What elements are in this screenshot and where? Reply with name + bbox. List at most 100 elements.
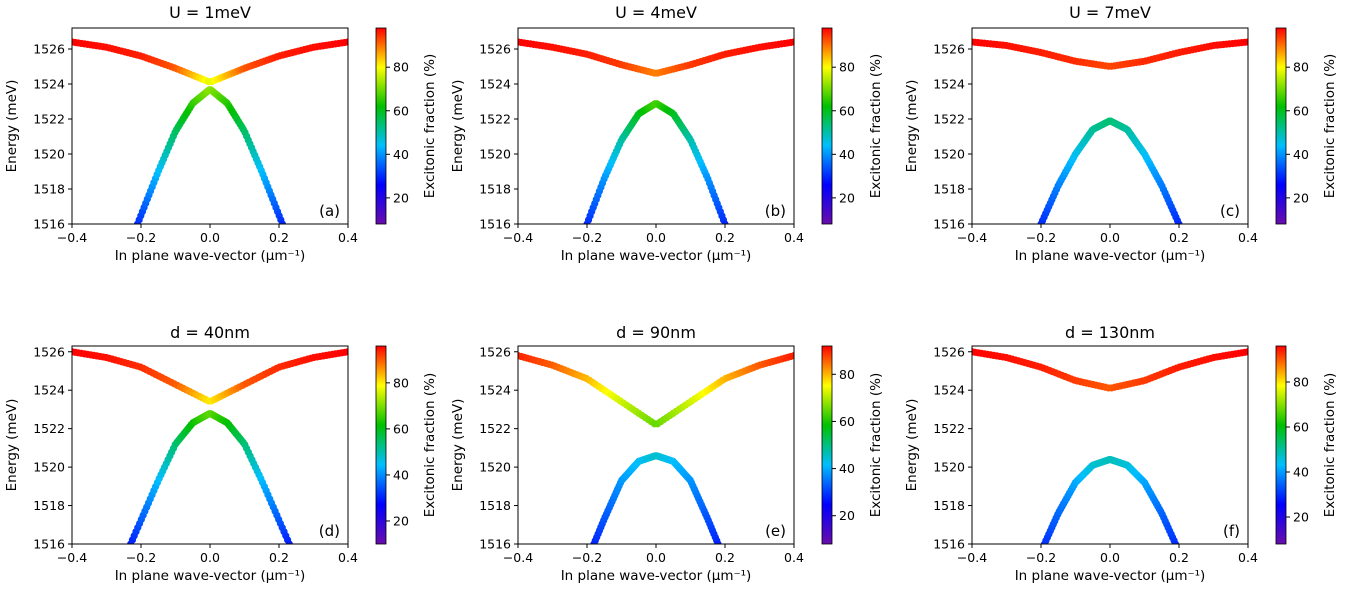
y-tick-label: 1518 — [933, 182, 965, 197]
colorbar — [375, 345, 387, 545]
y-axis-label: Energy (meV) — [904, 80, 920, 173]
x-tick-label: −0.2 — [1026, 230, 1056, 245]
x-tick-label: −0.4 — [503, 230, 533, 245]
upper-branch-point — [1244, 348, 1248, 356]
x-tick-label: −0.4 — [957, 550, 987, 565]
lower-branch-point — [278, 220, 287, 224]
x-tick-label: −0.2 — [1026, 550, 1056, 565]
colorbar-tick-label: 80 — [839, 60, 855, 75]
colorbar-tick-label: 60 — [1293, 103, 1309, 118]
x-tick-label: 0.2 — [1169, 230, 1189, 245]
y-tick-label: 1518 — [479, 498, 511, 513]
colorbar-tick-label: 60 — [393, 421, 409, 436]
y-tick-label: 1516 — [33, 217, 65, 232]
colorbar — [375, 27, 387, 225]
lower-branch-point — [285, 540, 293, 544]
x-axis-label: In plane wave-vector (μm⁻¹) — [561, 248, 752, 264]
colorbar-label: Excitonic fraction (%) — [868, 54, 884, 199]
x-tick-label: −0.2 — [572, 550, 602, 565]
colorbar-tick-label: 80 — [393, 60, 409, 75]
colorbar — [1275, 27, 1287, 225]
colorbar-label: Excitonic fraction (%) — [868, 373, 884, 518]
y-tick-label: 1520 — [33, 147, 65, 162]
x-tick-label: 0.4 — [784, 550, 804, 565]
lower-branch-point — [714, 540, 722, 544]
panel-label: (d) — [319, 522, 340, 540]
axes-frame — [71, 345, 349, 545]
y-tick-label: 1516 — [479, 217, 511, 232]
axes-frame — [971, 345, 1249, 545]
colorbar-tick-label: 20 — [1293, 190, 1309, 205]
colorbar-tick-label: 80 — [1293, 375, 1309, 390]
upper-branch-point — [790, 38, 794, 46]
y-tick-label: 1522 — [933, 421, 965, 436]
panel-4: d = 40nm −0.4 −0.2 0.0 0.2 0.4 1516 1518 1520 152… — [4, 323, 438, 584]
panel-title: d = 130nm — [1065, 323, 1155, 342]
colorbar-tick-label: 40 — [1293, 465, 1309, 480]
x-tick-label: 0.0 — [1100, 230, 1120, 245]
colorbar-tick-label: 20 — [393, 513, 409, 528]
colorbar-tick-label: 40 — [839, 461, 855, 476]
x-tick-label: 0.2 — [1169, 550, 1189, 565]
colorbar-tick-label: 20 — [839, 508, 855, 523]
curves — [72, 348, 348, 544]
upper-branch-point — [1244, 38, 1248, 46]
lower-branch-point — [1171, 540, 1180, 544]
axes-frame — [517, 345, 795, 545]
y-tick-label: 1518 — [479, 182, 511, 197]
x-tick-label: 0.2 — [269, 550, 289, 565]
axes-frame — [971, 27, 1249, 225]
panel-6: d = 130nm −0.4 −0.2 0.0 0.2 0.4 1516 1518 1520 15… — [904, 323, 1338, 584]
x-tick-label: −0.2 — [126, 230, 156, 245]
colorbar-tick-label: 80 — [839, 367, 855, 382]
y-tick-label: 1524 — [479, 77, 511, 92]
y-tick-label: 1526 — [33, 344, 65, 359]
curves — [518, 352, 794, 544]
curves — [72, 38, 348, 224]
colorbar-tick-label: 40 — [393, 147, 409, 162]
x-tick-label: −0.2 — [572, 230, 602, 245]
y-tick-label: 1526 — [33, 42, 65, 57]
colorbar-label: Excitonic fraction (%) — [1322, 54, 1338, 199]
y-axis-label: Energy (meV) — [4, 399, 20, 492]
x-tick-label: 0.4 — [338, 550, 358, 565]
y-tick-label: 1522 — [33, 112, 65, 127]
x-tick-label: −0.4 — [57, 550, 87, 565]
y-tick-label: 1520 — [479, 147, 511, 162]
x-tick-label: −0.4 — [503, 550, 533, 565]
x-tick-label: 0.2 — [269, 230, 289, 245]
y-axis-label: Energy (meV) — [450, 80, 466, 173]
y-axis-label: Energy (meV) — [450, 399, 466, 492]
colorbar-tick-label: 60 — [1293, 420, 1309, 435]
colorbar-tick-label: 40 — [1293, 147, 1309, 162]
panel-title: U = 4meV — [615, 3, 697, 22]
lower-branch-point — [721, 220, 729, 224]
y-axis-label: Energy (meV) — [4, 80, 20, 173]
x-tick-label: 0.0 — [200, 230, 220, 245]
y-tick-label: 1516 — [933, 217, 965, 232]
x-axis-label: In plane wave-vector (μm⁻¹) — [115, 568, 306, 584]
y-tick-label: 1524 — [33, 383, 65, 398]
y-tick-label: 1522 — [933, 112, 965, 127]
y-tick-label: 1526 — [933, 344, 965, 359]
y-tick-label: 1522 — [479, 421, 511, 436]
y-tick-label: 1524 — [933, 383, 965, 398]
colorbar-tick-label: 40 — [393, 467, 409, 482]
colorbar — [821, 345, 833, 545]
colorbar-label: Excitonic fraction (%) — [422, 54, 438, 199]
y-tick-label: 1516 — [479, 537, 511, 552]
panel-2: U = 4meV −0.4 −0.2 0.0 0.2 0.4 1516 1518 1520 152… — [450, 3, 884, 264]
x-tick-label: 0.0 — [646, 550, 666, 565]
x-tick-label: −0.4 — [57, 230, 87, 245]
x-tick-label: −0.4 — [957, 230, 987, 245]
colorbar-tick-label: 80 — [393, 375, 409, 390]
panel-label: (e) — [765, 522, 786, 540]
x-tick-label: 0.4 — [338, 230, 358, 245]
colorbar — [821, 27, 833, 225]
x-tick-label: 0.2 — [715, 550, 735, 565]
y-tick-label: 1518 — [933, 498, 965, 513]
colorbar-label: Excitonic fraction (%) — [422, 373, 438, 518]
x-tick-label: 0.0 — [200, 550, 220, 565]
colorbar-tick-label: 80 — [1293, 60, 1309, 75]
